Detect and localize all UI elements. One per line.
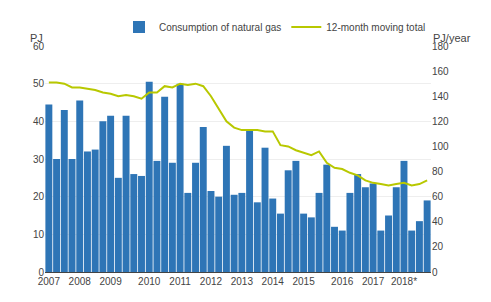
svg-text:2017: 2017 [362,276,385,287]
svg-text:2007: 2007 [38,276,61,287]
svg-text:140: 140 [432,91,449,102]
svg-text:100: 100 [432,141,449,152]
svg-text:2011: 2011 [169,276,191,287]
svg-text:0: 0 [432,267,438,278]
svg-text:20: 20 [432,241,444,252]
svg-text:2013: 2013 [231,276,254,287]
svg-text:40: 40 [432,216,444,227]
svg-text:PJ: PJ [30,32,43,44]
svg-text:0: 0 [38,267,44,278]
svg-text:PJ/year: PJ/year [433,32,471,44]
svg-text:2016: 2016 [331,276,354,287]
svg-text:2018*: 2018* [391,276,417,287]
svg-text:2010: 2010 [138,276,161,287]
svg-text:Consumption of natural gas: Consumption of natural gas [159,22,281,33]
svg-text:12-month moving total: 12-month moving total [326,22,425,33]
svg-text:2009: 2009 [99,276,122,287]
svg-text:2008: 2008 [69,276,92,287]
svg-text:20: 20 [33,191,45,202]
svg-text:2015: 2015 [292,276,315,287]
svg-text:180: 180 [432,41,449,52]
svg-text:120: 120 [432,116,449,127]
svg-text:60: 60 [33,41,45,52]
svg-text:2014: 2014 [262,276,285,287]
svg-text:60: 60 [432,191,444,202]
svg-text:10: 10 [33,229,45,240]
svg-text:50: 50 [33,78,45,89]
svg-text:40: 40 [33,116,45,127]
svg-text:30: 30 [33,154,45,165]
svg-text:2012: 2012 [200,276,223,287]
svg-text:80: 80 [432,166,444,177]
svg-text:160: 160 [432,66,449,77]
